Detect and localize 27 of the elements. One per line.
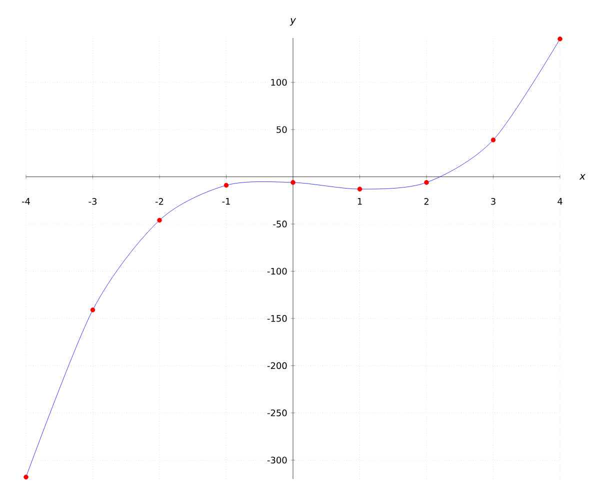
point (24, 474, 28, 480)
y-tick-label: 50 (276, 126, 287, 133)
x-tick-label: 2 (424, 198, 428, 205)
x-tick-label: 1 (358, 198, 362, 205)
x-axis-title: x (579, 174, 586, 180)
y-tick-label: -150 (267, 315, 287, 322)
y-tick-label: -250 (267, 409, 287, 416)
y-tick-label: 100 (271, 78, 287, 86)
y-tick-label: -200 (267, 362, 287, 370)
point (224, 182, 229, 188)
y-tick-label: -50 (273, 220, 287, 228)
y-tick-label: -300 (267, 456, 287, 464)
y-tick-label: -100 (267, 268, 287, 275)
point (424, 180, 429, 185)
point (290, 180, 296, 185)
x-tick-label: -3 (88, 198, 97, 205)
x-tick-label: 3 (491, 198, 496, 205)
point (90, 308, 96, 312)
x-tick-label: -4 (22, 198, 30, 205)
x-tick-label: 4 (558, 198, 562, 205)
point (558, 36, 562, 42)
y-axis-title: y (290, 18, 296, 26)
point (357, 186, 362, 192)
x-tick-label: -2 (155, 198, 164, 205)
x-tick-label: -1 (222, 198, 230, 205)
point (157, 218, 162, 223)
point (490, 138, 496, 142)
